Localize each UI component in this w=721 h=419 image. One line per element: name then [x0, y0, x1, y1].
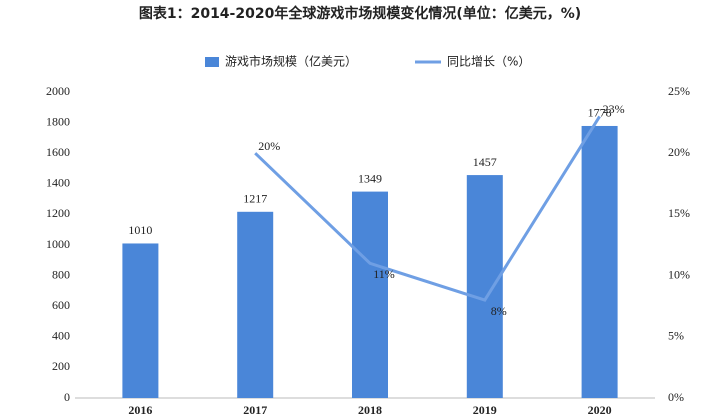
line: [254, 115, 601, 302]
y-tick-label: 1600: [46, 145, 70, 159]
legend-label: 游戏市场规模（亿美元）: [225, 54, 357, 69]
y-tick-label: 0: [64, 390, 70, 404]
bar: [122, 243, 159, 398]
x-tick-label: 2020: [588, 403, 612, 417]
y2-tick-label: 5%: [668, 329, 684, 343]
y-tick-label: 600: [52, 298, 70, 312]
bar: [581, 125, 618, 398]
legend-label: 同比增长（%）: [447, 55, 530, 69]
x-tick-label: 2018: [358, 403, 382, 417]
x-tick-label: 2017: [243, 403, 267, 417]
y2-tick-label: 10%: [668, 267, 690, 281]
bar-value-label: 1457: [473, 155, 497, 169]
bar: [466, 175, 503, 398]
bar-value-label: 1010: [128, 223, 152, 237]
bar: [237, 211, 274, 398]
line-value-label: 23%: [603, 102, 625, 116]
y2-tick-label: 0%: [668, 390, 684, 404]
line-value-label: 20%: [258, 139, 280, 153]
y-tick-label: 1800: [46, 114, 70, 128]
chart-title: 图表1：2014-2020年全球游戏市场规模变化情况(单位：亿美元，%): [139, 5, 581, 22]
y-tick-label: 1200: [46, 206, 70, 220]
y2-tick-label: 20%: [668, 145, 690, 159]
x-tick-label: 2019: [473, 403, 497, 417]
y-tick-label: 200: [52, 359, 70, 373]
y2-tick-label: 15%: [668, 206, 690, 220]
y-tick-label: 1400: [46, 176, 70, 190]
legend-swatch: [205, 57, 219, 67]
y-tick-label: 400: [52, 329, 70, 343]
y-tick-label: 800: [52, 267, 70, 281]
x-tick-label: 2016: [128, 403, 152, 417]
bar-value-label: 1778: [588, 106, 612, 120]
line-value-label: 8%: [491, 304, 507, 318]
y-tick-label: 1000: [46, 237, 70, 251]
bar: [352, 191, 388, 398]
y2-tick-label: 25%: [668, 84, 690, 98]
line-value-label: 11%: [373, 267, 395, 281]
bar-value-label: 1349: [358, 171, 382, 185]
bar-value-label: 1217: [243, 192, 267, 206]
y-tick-label: 2000: [46, 84, 70, 98]
